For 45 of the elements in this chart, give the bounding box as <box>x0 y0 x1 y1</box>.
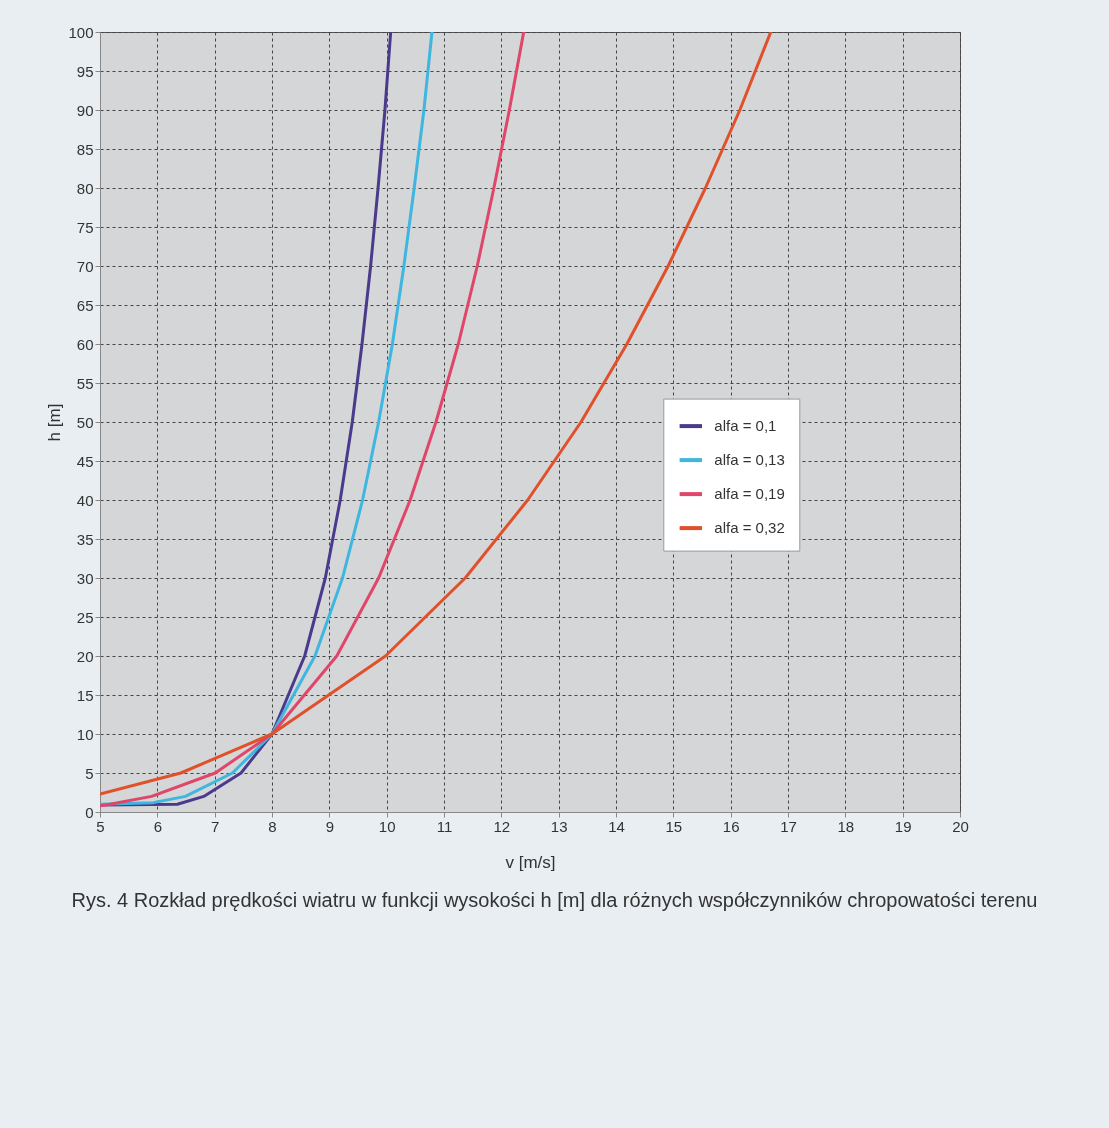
text: Rys. 4 Rozkład prędkości wiatru w funkcji wysokości h [m] dla różnych współczynników chropowatości terenu <box>70 888 1039 913</box>
y-tick-label: 75 <box>76 218 94 236</box>
x-tick-label: 14 <box>608 817 625 835</box>
y-tick-label: 60 <box>76 335 94 353</box>
y-tick-label: 20 <box>76 647 94 665</box>
y-tick-label: 25 <box>76 608 94 626</box>
y-tick-label: 55 <box>76 374 94 392</box>
y-tick-label: 40 <box>76 491 94 509</box>
x-tick-label: 9 <box>325 817 335 835</box>
y-tick-label: 35 <box>76 530 94 548</box>
y-tick-label: 65 <box>76 296 94 314</box>
legend-label: alfa = 0,19 <box>714 485 785 503</box>
y-tick-label: 85 <box>76 140 94 158</box>
x-tick-label: 6 <box>153 817 163 835</box>
x-tick-label: 19 <box>894 817 912 835</box>
y-tick-label: 10 <box>76 725 94 743</box>
x-tick-label: 8 <box>268 817 277 835</box>
x-tick-label: 13 <box>550 817 568 835</box>
y-tick-label: 0 <box>85 803 94 821</box>
x-axis-title: v [m/s] <box>505 852 556 872</box>
x-tick-label: 17 <box>780 817 797 835</box>
y-tick-label: 45 <box>76 452 94 470</box>
y-tick-label: 50 <box>76 413 94 431</box>
x-tick-label: 7 <box>210 817 220 835</box>
legend-label: alfa = 0,13 <box>714 451 785 469</box>
y-tick-label: 5 <box>85 764 94 782</box>
y-tick-label: 90 <box>76 101 94 119</box>
x-tick-label: 12 <box>493 817 511 835</box>
x-tick-label: 16 <box>722 817 740 835</box>
y-tick-label: 80 <box>76 179 94 197</box>
y-tick-label: 15 <box>76 686 94 704</box>
y-tick-label: 100 <box>68 23 94 41</box>
legend-label: alfa = 0,1 <box>714 417 777 435</box>
x-tick-label: 18 <box>837 817 855 835</box>
y-tick-label: 70 <box>76 257 94 275</box>
x-tick-label: 5 <box>96 817 105 835</box>
y-axis-title: h [m] <box>45 403 65 442</box>
x-tick-label: 10 <box>378 817 396 835</box>
y-tick-label: 95 <box>76 62 94 80</box>
x-tick-label: 15 <box>665 817 683 835</box>
y-tick-label: 30 <box>76 569 94 587</box>
x-tick-label: 11 <box>436 817 453 835</box>
line-series <box>100 32 526 808</box>
x-tick-label: 20 <box>952 817 969 835</box>
legend-label: alfa = 0,32 <box>714 519 785 537</box>
